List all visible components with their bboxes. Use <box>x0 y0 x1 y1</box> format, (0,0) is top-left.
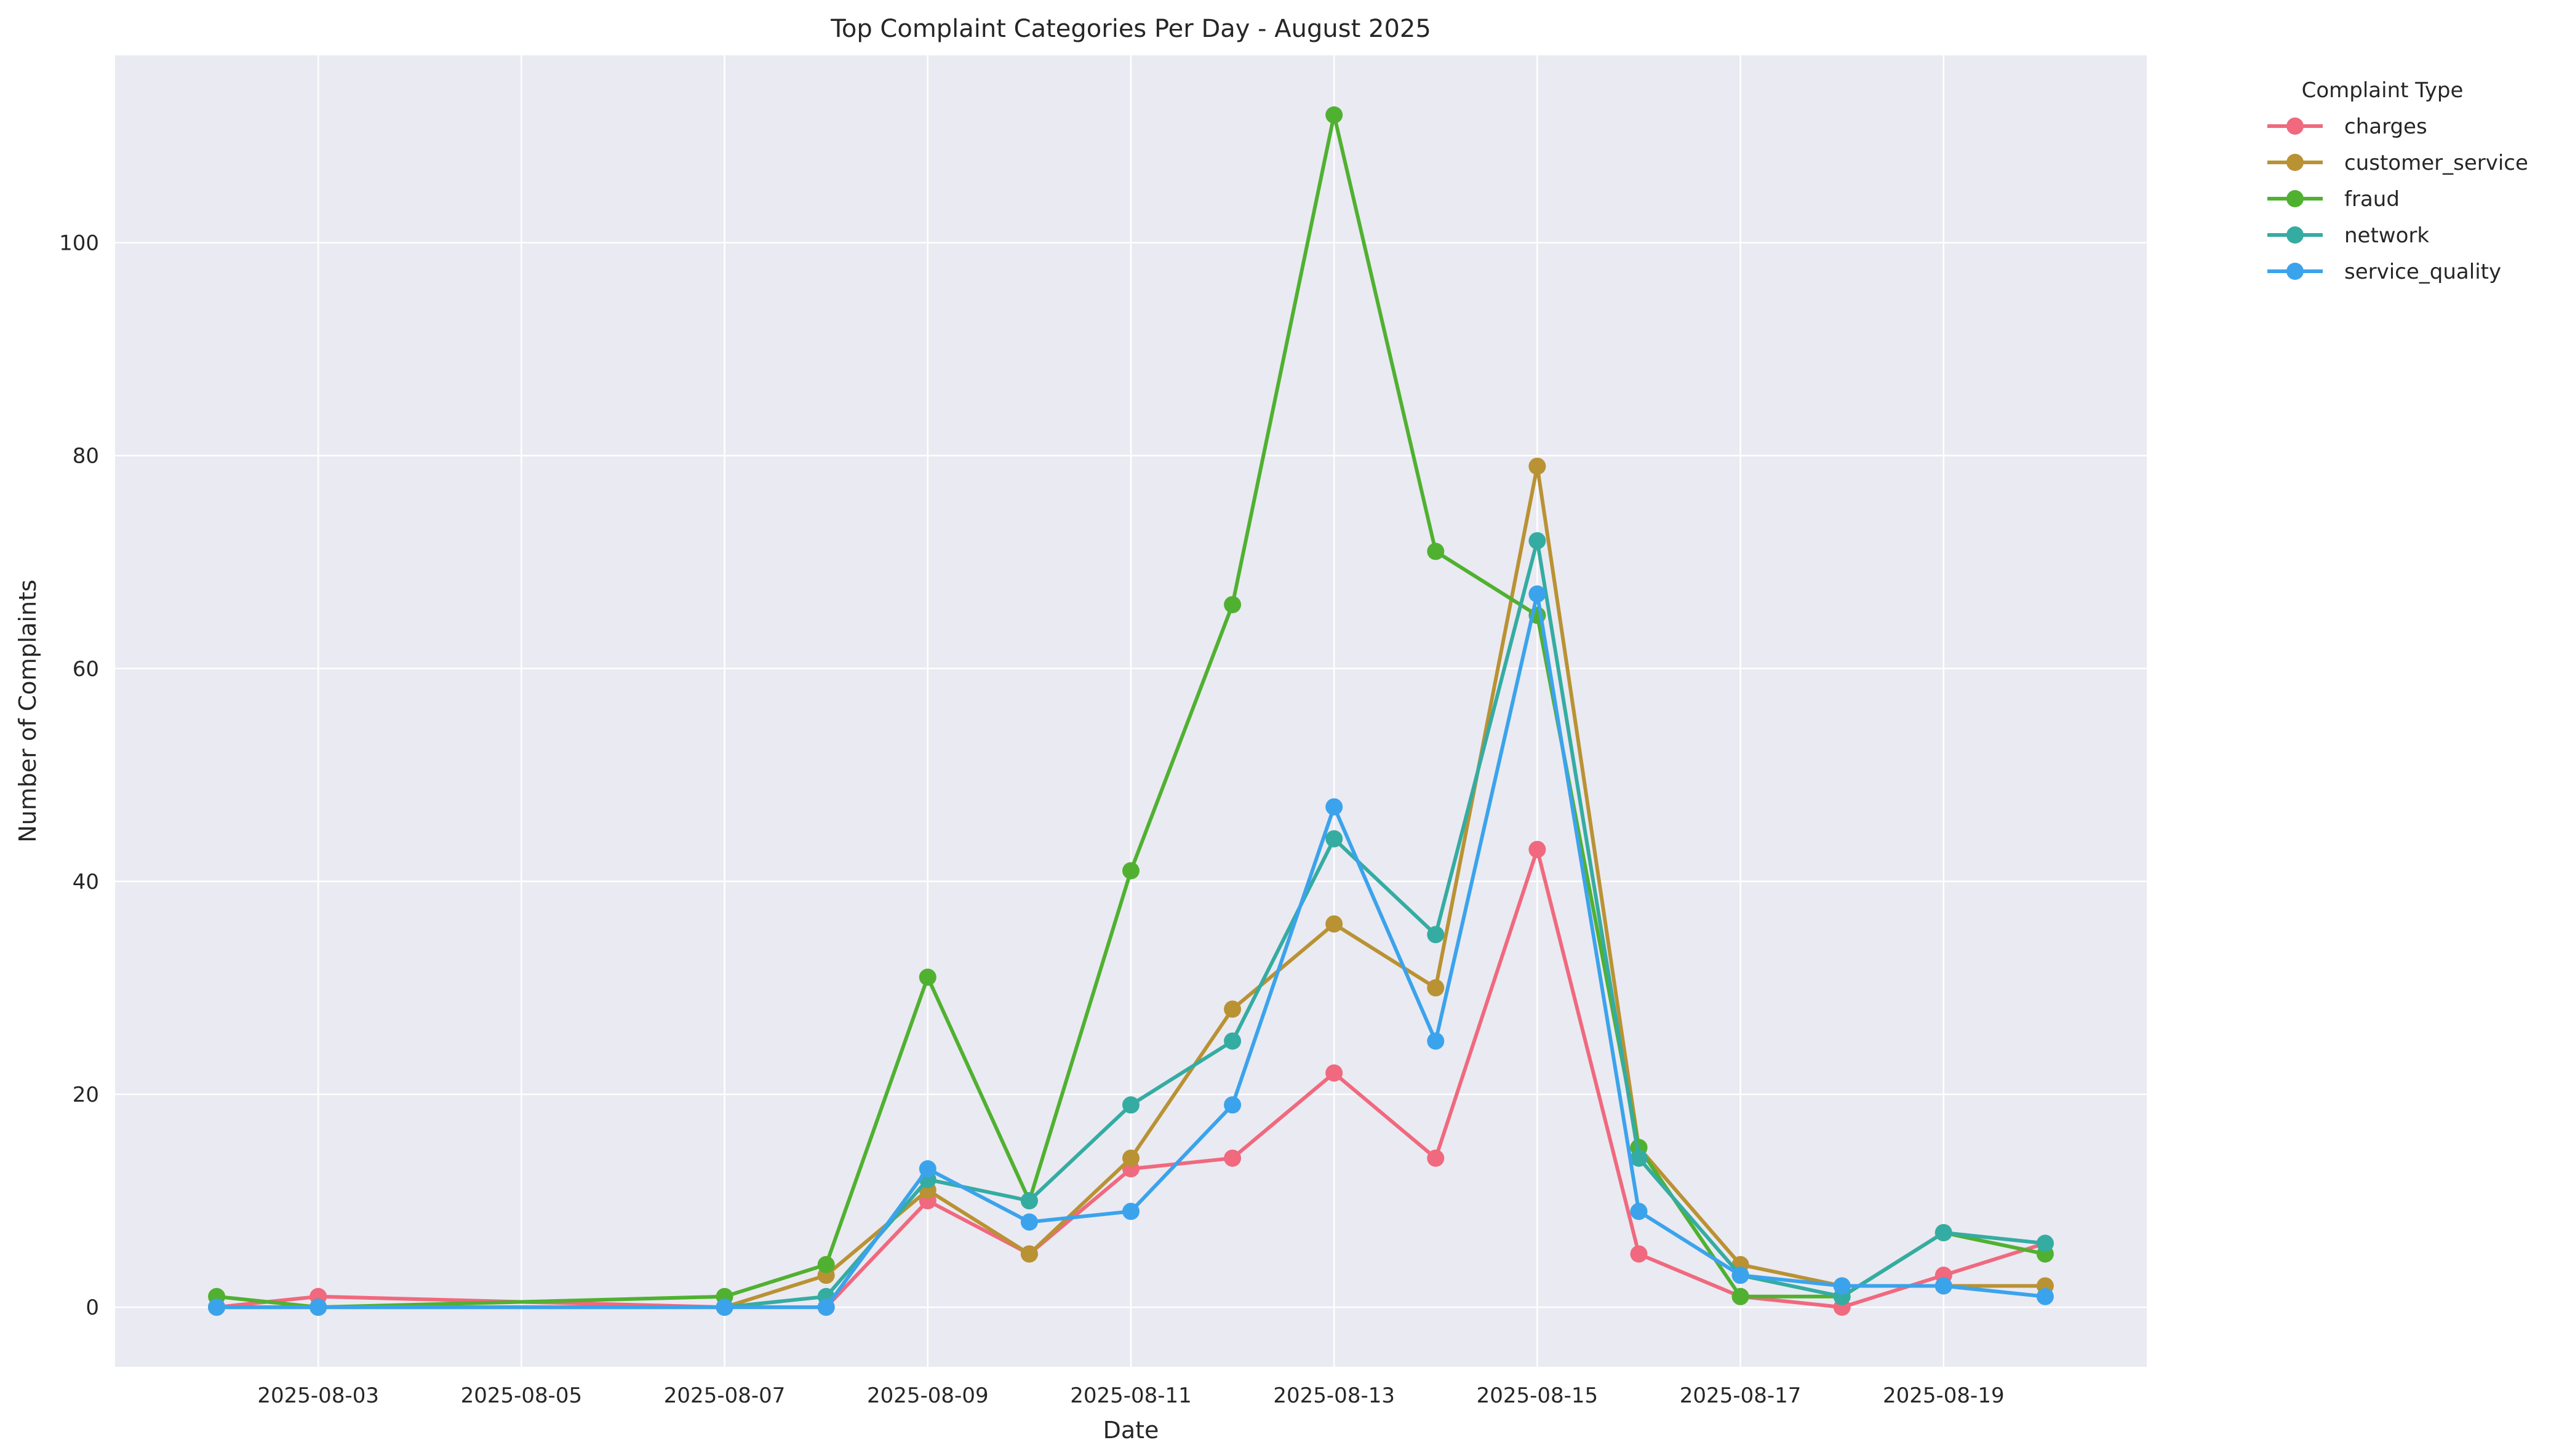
legend-label: fraud <box>2344 187 2400 212</box>
x-tick-label: 2025-08-09 <box>867 1383 989 1408</box>
data-point-fraud <box>1325 106 1343 124</box>
legend-item-charges: charges <box>2267 114 2427 139</box>
x-axis-label: Date <box>1103 1417 1159 1444</box>
data-point-service_quality <box>1224 1096 1242 1114</box>
data-point-customer_service <box>1122 1149 1140 1167</box>
legend-label: service_quality <box>2344 260 2501 284</box>
y-tick-label: 80 <box>73 444 99 469</box>
data-point-charges <box>1427 1149 1445 1167</box>
chart-title: Top Complaint Categories Per Day - Augus… <box>830 15 1431 43</box>
legend-title: Complaint Type <box>2302 78 2464 103</box>
data-point-service_quality <box>1122 1203 1140 1220</box>
x-tick-label: 2025-08-03 <box>257 1383 379 1408</box>
series-line-network <box>217 539 2046 1310</box>
data-point-service_quality <box>716 1299 733 1316</box>
x-tick-label: 2025-08-19 <box>1883 1383 2005 1408</box>
y-axis-ticks: 0 20 40 60 80 100 <box>59 231 99 1321</box>
legend-marker-swatch <box>2286 117 2304 135</box>
series-line-fraud <box>216 113 2046 1310</box>
legend-label: network <box>2344 223 2429 248</box>
data-point-service_quality <box>919 1160 936 1178</box>
data-point-network <box>1325 830 1343 848</box>
y-tick-label: 60 <box>73 657 99 682</box>
x-axis-ticks: 2025-08-03 2025-08-05 2025-08-07 2025-08-09… <box>257 1383 2004 1408</box>
data-point-service_quality <box>1833 1277 1851 1295</box>
data-point-fraud <box>1427 543 1445 560</box>
data-point-network <box>1224 1032 1242 1050</box>
data-point-service_quality <box>1630 1203 1648 1220</box>
data-point-service_quality <box>208 1299 226 1316</box>
x-tick-label: 2025-08-17 <box>1680 1383 1802 1408</box>
data-point-network <box>1934 1223 1952 1241</box>
data-point-network <box>1122 1096 1140 1114</box>
legend-marker-swatch <box>2286 226 2304 244</box>
data-point-service_quality <box>1325 798 1343 816</box>
data-point-service_quality <box>1731 1267 1749 1284</box>
data-point-fraud <box>1224 595 1242 613</box>
data-point-network <box>1528 532 1546 550</box>
series-line-customer_service <box>217 464 2045 1310</box>
x-tick-label: 2025-08-13 <box>1273 1383 1395 1408</box>
data-point-fraud <box>919 968 936 986</box>
data-point-service_quality <box>2036 1287 2054 1305</box>
data-point-customer_service <box>1427 979 1445 997</box>
x-tick-label: 2025-08-15 <box>1477 1383 1599 1408</box>
data-point-service_quality <box>1020 1213 1038 1231</box>
data-point-network <box>2036 1235 2054 1252</box>
data-point-network <box>1020 1192 1038 1210</box>
y-tick-label: 0 <box>86 1295 99 1320</box>
data-point-customer_service <box>1325 915 1343 933</box>
data-point-service_quality <box>817 1299 835 1316</box>
y-tick-label: 20 <box>73 1083 99 1107</box>
data-point-charges <box>1224 1149 1242 1167</box>
data-point-service_quality <box>1528 585 1546 603</box>
data-point-fraud <box>817 1255 835 1273</box>
data-point-service_quality <box>1934 1277 1952 1295</box>
data-point-fraud <box>1122 862 1140 880</box>
series-service_quality <box>208 585 2054 1316</box>
legend-item-fraud: fraud <box>2267 187 2400 212</box>
data-point-customer_service <box>1528 457 1546 475</box>
y-tick-label: 40 <box>73 870 99 894</box>
y-axis-label: Number of Complaints <box>14 579 41 843</box>
x-tick-label: 2025-08-11 <box>1070 1383 1192 1408</box>
legend-item-service_quality: service_quality <box>2267 260 2501 284</box>
legend-label: charges <box>2344 114 2427 139</box>
legend-item-network: network <box>2267 223 2429 248</box>
data-point-customer_service <box>1020 1245 1038 1263</box>
legend-item-customer_service: customer_service <box>2267 151 2528 175</box>
grid-lines <box>115 55 2147 1367</box>
legend-marker-swatch <box>2286 154 2304 171</box>
data-point-charges <box>1528 840 1546 858</box>
series-line-service_quality <box>217 592 2046 1310</box>
data-point-service_quality <box>1427 1032 1445 1050</box>
x-tick-label: 2025-08-07 <box>664 1383 786 1408</box>
data-point-charges <box>1630 1245 1648 1263</box>
series-lines <box>208 106 2054 1316</box>
y-tick-label: 100 <box>59 231 99 256</box>
data-point-network <box>1630 1149 1648 1167</box>
data-point-service_quality <box>309 1299 327 1316</box>
data-point-charges <box>1325 1064 1343 1082</box>
legend-marker-swatch <box>2286 263 2304 280</box>
legend-marker-swatch <box>2286 190 2304 207</box>
legend-label: customer_service <box>2344 151 2528 175</box>
x-tick-label: 2025-08-05 <box>461 1383 583 1408</box>
data-point-fraud <box>1731 1287 1749 1305</box>
legend: Complaint Type charges customer_servicefr… <box>2267 78 2528 284</box>
data-point-network <box>1427 926 1445 944</box>
data-point-customer_service <box>1224 1000 1242 1018</box>
